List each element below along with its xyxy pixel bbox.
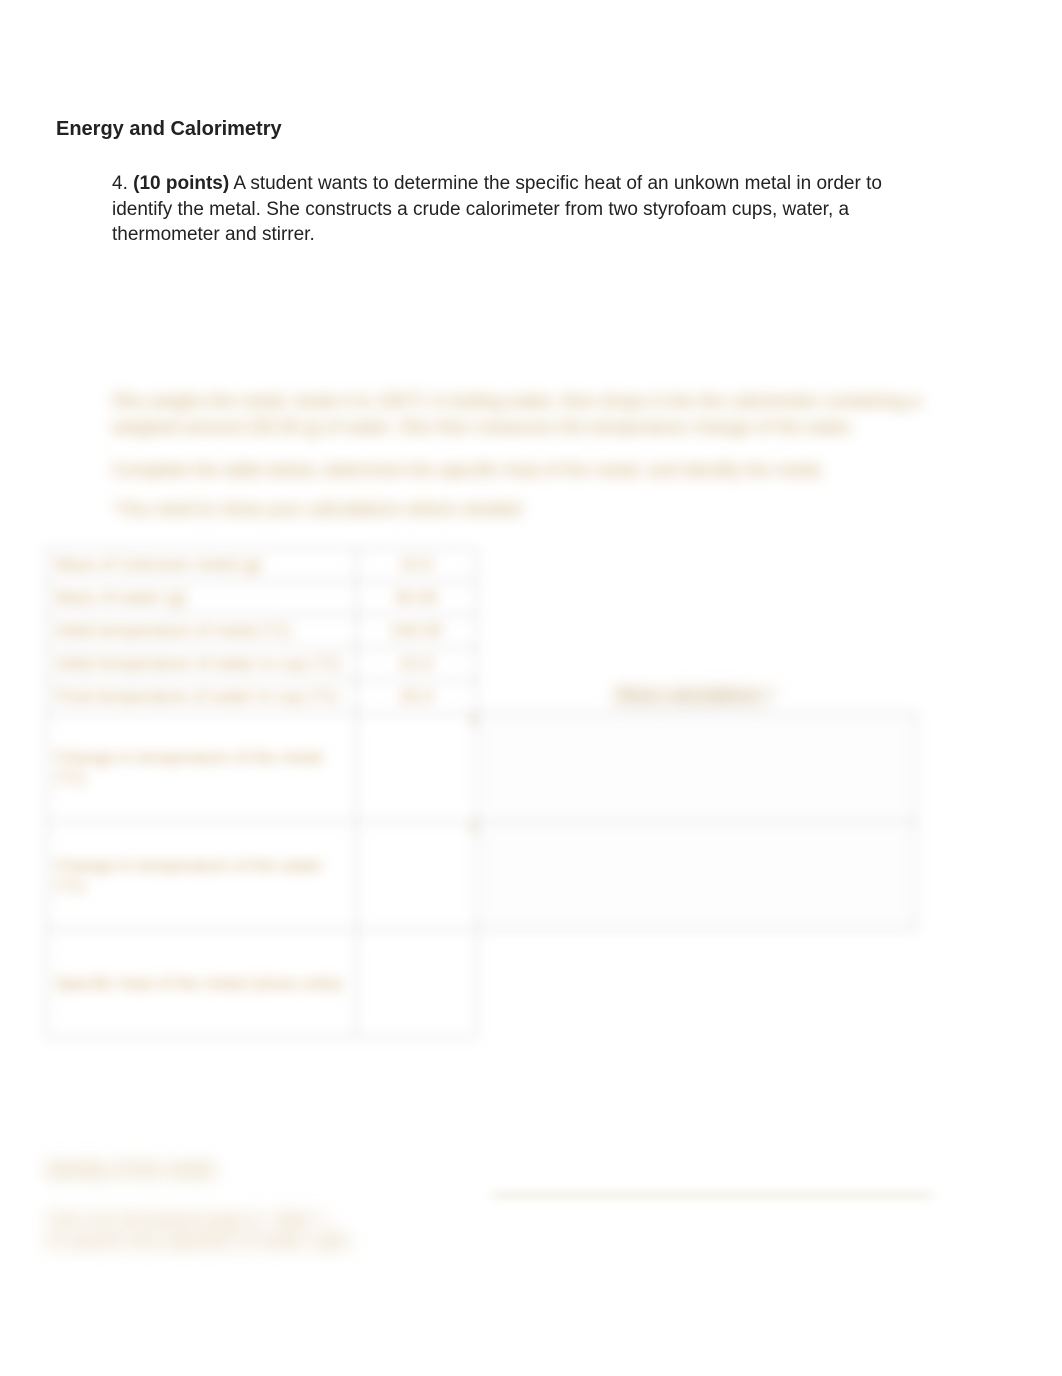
table-label: Final temperature of water in cup (°C) xyxy=(47,681,357,714)
table-label: Change in temperature of the water (°C) xyxy=(47,822,357,930)
data-table-wrap: Mass of Unknown metal (g) 15.0 Mass of w… xyxy=(46,548,1006,1253)
table-value: 22.0 xyxy=(356,648,476,681)
calc-cell: ▸ xyxy=(476,822,915,930)
table-label: Specific heat of the metal (show units) xyxy=(47,930,357,1038)
table-label: Mass of Unknown metal (g) xyxy=(47,549,357,582)
table-row: Initial temperature of metal (°C) 100.00 xyxy=(47,615,916,648)
table-value xyxy=(356,930,476,1038)
calc-marker-icon: ▸ xyxy=(471,712,477,726)
table-value xyxy=(356,714,476,822)
footer-block: Identity of the metal: *Hint: the old te… xyxy=(46,1158,1006,1253)
calc-marker-icon: ▸ xyxy=(471,820,477,834)
show-calculations-header: Show calculations * xyxy=(475,686,915,706)
data-table: Mass of Unknown metal (g) 15.0 Mass of w… xyxy=(46,548,916,1038)
table-label: Change in temperature of the metal (°C) xyxy=(47,714,357,822)
page-title: Energy and Calorimetry xyxy=(56,118,1006,141)
table-row: Specific heat of the metal (show units) xyxy=(47,930,916,1038)
procedure-text-1: She weighs the metal, heats it to 100°C … xyxy=(112,388,1006,440)
calc-cell: Show calculations * ▸ xyxy=(476,714,915,822)
procedure-note: *You need to show your calculations wher… xyxy=(112,499,1006,520)
question-number: 4. xyxy=(112,173,128,194)
question-points: (10 points) xyxy=(133,173,229,194)
table-value: 25.0 xyxy=(356,681,476,714)
table-value: 100.00 xyxy=(356,615,476,648)
table-row: Mass of water (g) 50.00 xyxy=(47,582,916,615)
table-value: 15.0 xyxy=(356,549,476,582)
question-block: 4. (10 points) A student wants to determ… xyxy=(56,171,1006,248)
table-value xyxy=(356,822,476,930)
reference-note: *Hint: the old textbook page (C. Table 7… xyxy=(46,1210,356,1253)
procedure-text-2: Complete the table below, determine the … xyxy=(112,460,1006,481)
table-row: Initial temperature of water in cup (°C)… xyxy=(47,648,916,681)
blurred-content: She weighs the metal, heats it to 100°C … xyxy=(56,388,1006,520)
table-value: 50.00 xyxy=(356,582,476,615)
table-label: Initial temperature of metal (°C) xyxy=(47,615,357,648)
table-label: Mass of water (g) xyxy=(47,582,357,615)
identity-label: Identity of the metal: xyxy=(46,1158,1006,1184)
table-row: Mass of Unknown metal (g) 15.0 xyxy=(47,549,916,582)
table-row: Change in temperature of the metal (°C) … xyxy=(47,714,916,822)
answer-line xyxy=(492,1194,932,1196)
table-label: Initial temperature of water in cup (°C) xyxy=(47,648,357,681)
question-text: 4. (10 points) A student wants to determ… xyxy=(112,171,946,248)
table-row: Change in temperature of the water (°C) … xyxy=(47,822,916,930)
